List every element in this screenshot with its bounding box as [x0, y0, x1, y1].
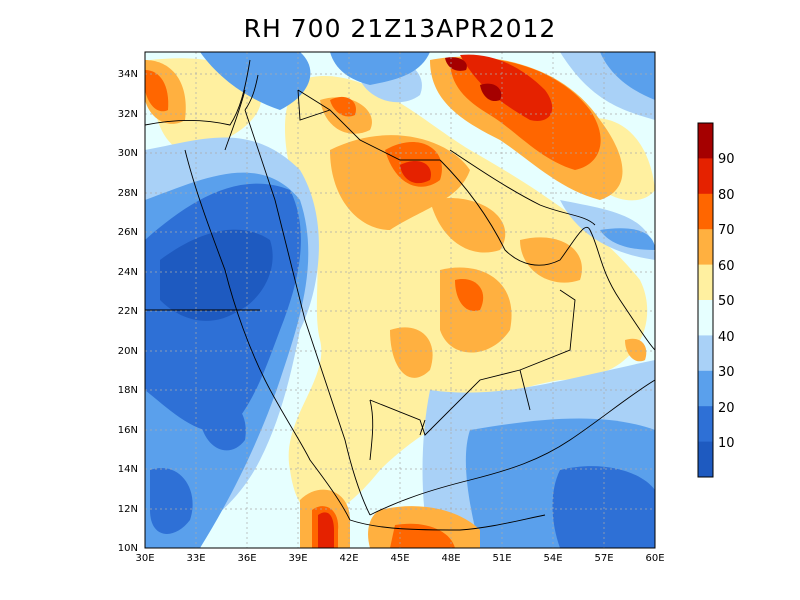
humidity-field: [145, 52, 655, 548]
lat-label: 28N: [118, 188, 138, 199]
colorbar-frame: [697, 122, 714, 478]
colorbar-swatch: [698, 158, 713, 195]
lon-label: 48E: [441, 553, 460, 564]
lon-label: 45E: [390, 553, 409, 564]
colorbar-labels: 90 80 70 60 50 40 30 20 10: [718, 152, 735, 451]
colorbar-label: 70: [718, 223, 735, 238]
lon-label: 42E: [339, 553, 358, 564]
colorbar-swatch: [698, 406, 713, 443]
colorbar-swatches: [698, 123, 713, 478]
colorbar-swatch: [698, 335, 713, 372]
colorbar: 90 80 70 60 50 40 30 20 10: [697, 122, 735, 478]
lat-label: 24N: [118, 267, 138, 278]
lat-label: 14N: [118, 464, 138, 475]
colorbar-label: 20: [718, 401, 735, 416]
colorbar-label: 40: [718, 330, 735, 345]
map-grid: [145, 52, 655, 548]
colorbar-label: 80: [718, 188, 735, 203]
colorbar-label: 50: [718, 294, 735, 309]
lon-label: 33E: [186, 553, 205, 564]
lat-label: 32N: [118, 109, 138, 120]
coastlines-borders: [145, 59, 655, 531]
colorbar-swatch: [698, 370, 713, 407]
lat-label: 10N: [118, 543, 138, 554]
lat-label: 30N: [118, 148, 138, 159]
colorbar-swatch: [698, 264, 713, 301]
colorbar-swatch: [698, 229, 713, 266]
lat-label: 20N: [118, 346, 138, 357]
lat-label: 12N: [118, 504, 138, 515]
lon-label: 36E: [237, 553, 256, 564]
lat-label: 16N: [118, 425, 138, 436]
colorbar-swatch: [698, 193, 713, 230]
colorbar-swatch: [698, 300, 713, 336]
lon-label: 30E: [135, 553, 154, 564]
lon-label: 39E: [288, 553, 307, 564]
lon-label: 57E: [594, 553, 613, 564]
colorbar-label: 30: [718, 365, 735, 380]
lon-label: 54E: [543, 553, 562, 564]
colorbar-label: 10: [718, 436, 735, 451]
lon-label: 51E: [492, 553, 511, 564]
colorbar-label: 90: [718, 152, 735, 167]
lat-labels: 34N 32N 30N 28N 26N 24N 22N 20N 18N 16N …: [118, 69, 138, 554]
lat-label: 26N: [118, 227, 138, 238]
colorbar-swatch: [698, 123, 713, 159]
plot-frame: [144, 51, 656, 549]
lon-label: 60E: [645, 553, 664, 564]
lon-labels: 30E 33E 36E 39E 42E 45E 48E 51E 54E 57E …: [135, 553, 664, 564]
colorbar-swatch: [698, 441, 713, 478]
colorbar-label: 60: [718, 259, 735, 274]
lat-label: 22N: [118, 306, 138, 317]
lat-label: 34N: [118, 69, 138, 80]
map-title: RH 700 21Z13APR2012: [243, 14, 557, 43]
lat-label: 18N: [118, 385, 138, 396]
